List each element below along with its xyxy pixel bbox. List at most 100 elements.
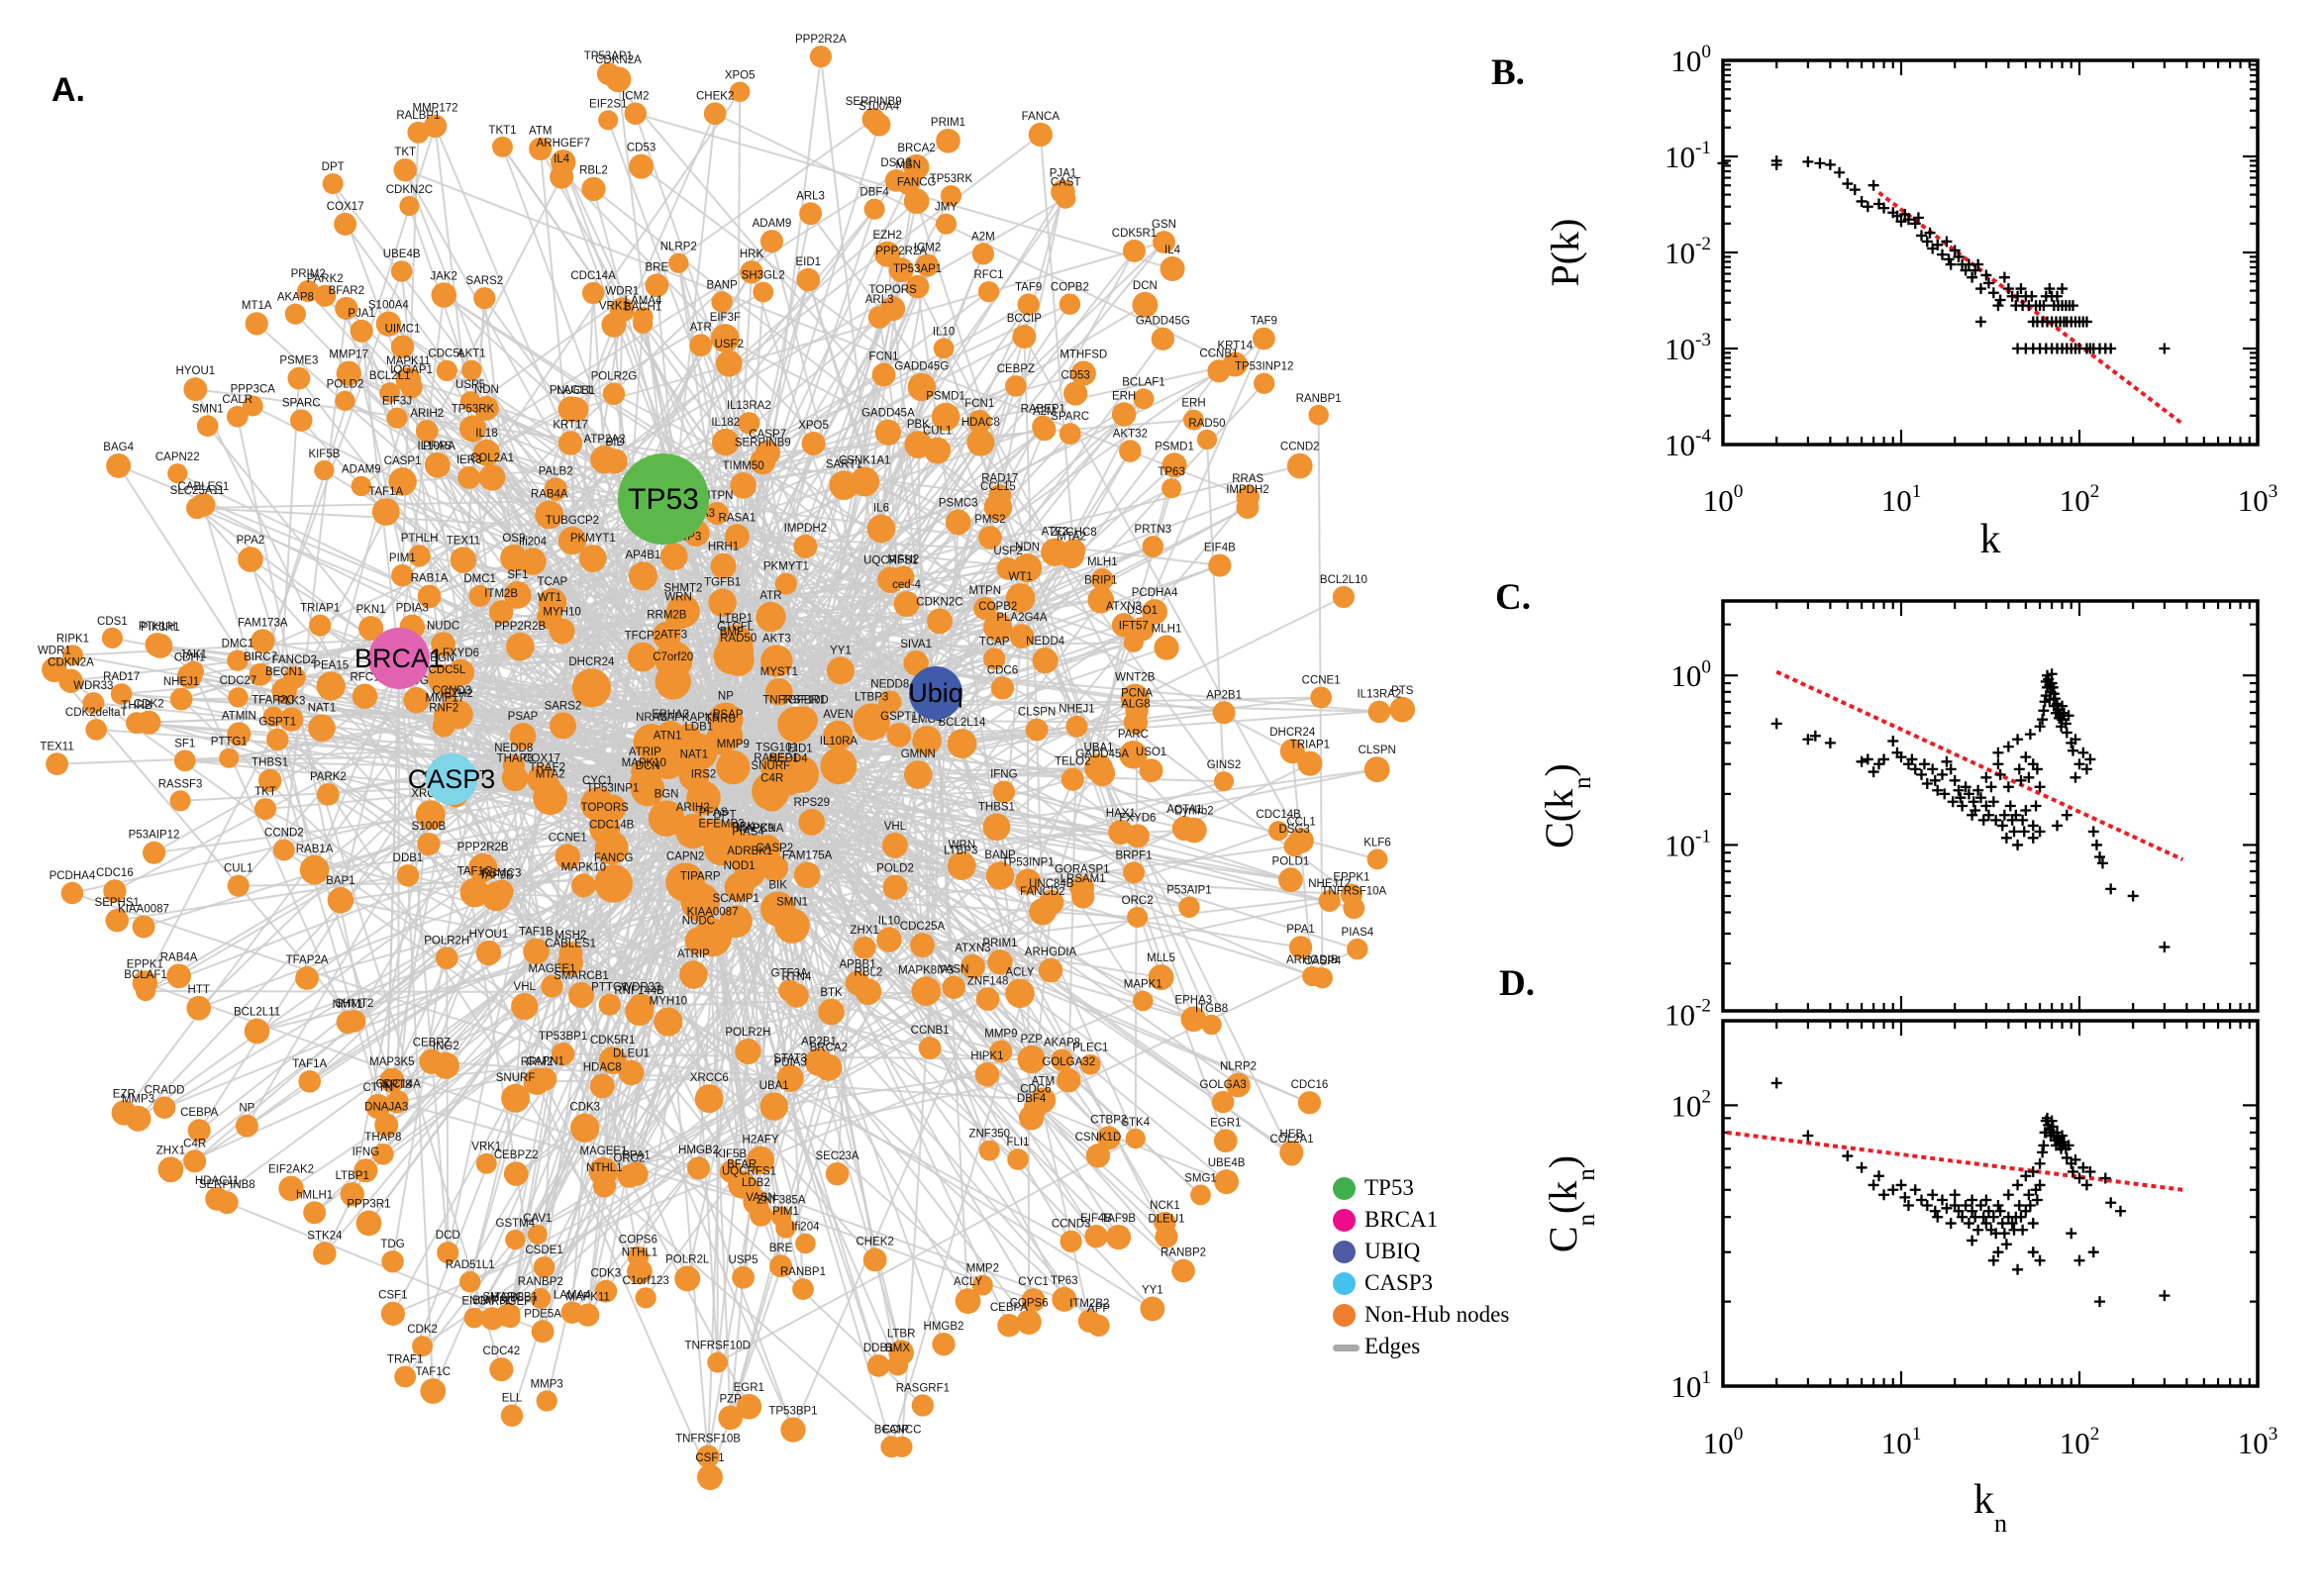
- network-node: [1310, 686, 1333, 709]
- network-node-label: BMX: [885, 1343, 910, 1354]
- network-node-label: DDB1: [393, 852, 424, 864]
- data-point: [1949, 774, 1961, 786]
- network-node-label: SIVA1: [900, 639, 932, 650]
- network-node: [912, 725, 942, 755]
- network-node: [1151, 327, 1175, 350]
- network-node-label: SHMT2: [335, 998, 373, 1010]
- network-node-label: PRTN3: [1135, 524, 1172, 536]
- data-point: [2034, 721, 2046, 733]
- data-point: [1906, 753, 1918, 765]
- network-node-label: PSAP: [508, 711, 539, 723]
- data-point: [2084, 753, 2096, 765]
- data-point: [1974, 792, 1986, 804]
- network-edge: [432, 286, 919, 1392]
- network-node-label: TNFRSF10D: [684, 1341, 750, 1352]
- network-node: [1038, 957, 1063, 983]
- network-node-label: IL4: [554, 153, 570, 165]
- data-point: [2094, 851, 2106, 863]
- network-node-label: ATRIP: [677, 948, 710, 960]
- network-node-label: EIF3F: [710, 312, 741, 324]
- network-node-label: EGR1: [734, 1382, 764, 1394]
- data-point: [1862, 753, 1873, 765]
- network-node: [778, 1068, 802, 1092]
- data-point: [1967, 271, 1978, 283]
- network-node: [955, 1288, 981, 1314]
- network-node: [985, 861, 1015, 890]
- network-node-label: FCN1: [869, 351, 899, 363]
- network-node-label: WRN: [664, 591, 691, 603]
- data-point: [2094, 1296, 2106, 1308]
- network-node-label: CABLES1: [178, 481, 230, 493]
- network-node: [1127, 906, 1149, 928]
- network-node-label: MTPN: [701, 490, 734, 502]
- network-panel: MMP9THRBLDB1PSAPNAT1IRS2NPMAPKAPK5TSG101…: [38, 34, 1416, 1490]
- network-node-label: ICM2: [622, 90, 649, 102]
- network-node-label: MTPN: [968, 585, 1001, 597]
- network-node: [390, 260, 413, 282]
- network-node-label: S100B: [412, 821, 447, 833]
- network-node-label: UNC84B: [1029, 878, 1074, 890]
- network-node-label: BIK: [768, 879, 787, 891]
- network-node-label: UQCRFS1: [722, 1166, 776, 1178]
- network-edge: [501, 146, 891, 703]
- data-point: [1891, 210, 1903, 222]
- network-node-label: XRCC6: [690, 1072, 729, 1084]
- data-point: [1996, 1218, 2008, 1230]
- network-node: [1162, 478, 1182, 499]
- network-edge: [773, 692, 937, 869]
- network-node: [1015, 868, 1042, 895]
- network-node: [686, 780, 721, 816]
- data-point: [1862, 201, 1873, 213]
- x-tick-label: 103: [2238, 481, 2278, 518]
- y-tick-label: 10-3: [1665, 330, 1711, 366]
- network-node-label: Ifi204: [791, 1222, 820, 1234]
- network-node-label: TAF9B: [1101, 1213, 1136, 1225]
- data-point: [1932, 1211, 1944, 1223]
- network-node-label: RAD50: [1188, 418, 1225, 430]
- network-node-label: AKAP8: [1044, 1037, 1080, 1048]
- edge-swatch-icon: [1333, 1344, 1360, 1351]
- network-node: [314, 284, 337, 307]
- data-point: [1868, 1179, 1879, 1191]
- network-edge: [396, 1101, 757, 1204]
- network-edge: [469, 998, 989, 1283]
- network-node-label: COX17: [327, 201, 364, 213]
- network-node: [674, 1265, 701, 1292]
- network-node-label: FCN1: [964, 398, 994, 410]
- network-node: [627, 1258, 653, 1285]
- network-node: [594, 864, 633, 903]
- network-node: [322, 172, 344, 195]
- network-node-label: TCAP: [979, 636, 1010, 648]
- network-node-label: BNIP3L: [472, 1295, 512, 1307]
- network-node: [1032, 648, 1059, 674]
- network-node: [973, 596, 997, 621]
- data-point: [2049, 693, 2061, 705]
- network-node-label: DBF4: [1017, 1093, 1047, 1105]
- data-point: [1909, 1184, 1921, 1196]
- network-node-label: ACTA1: [1166, 804, 1202, 816]
- network-node-label: CUL1: [224, 863, 252, 875]
- data-point: [2080, 316, 2092, 328]
- network-node: [609, 297, 635, 323]
- network-node: [947, 851, 976, 880]
- network-node: [415, 420, 439, 443]
- data-point: [2159, 941, 2171, 952]
- network-node: [501, 1083, 531, 1113]
- network-node-label: TRAF1: [387, 1354, 423, 1366]
- network-node: [1364, 756, 1390, 783]
- network-node: [523, 1067, 551, 1095]
- network-node: [825, 1161, 850, 1186]
- data-point: [1963, 258, 1974, 270]
- network-node-label: CDK2: [134, 699, 164, 711]
- data-point: [2087, 1247, 2099, 1258]
- network-node-label: IFNG: [990, 769, 1018, 781]
- network-node: [395, 366, 422, 393]
- network-edge: [714, 112, 1236, 365]
- network-node: [780, 754, 820, 794]
- network-edge: [890, 487, 1173, 1447]
- data-point: [2004, 800, 2016, 812]
- network-node-label: TNFRSF10D: [762, 695, 828, 707]
- network-node-label: CDK3: [569, 1102, 600, 1114]
- data-point: [1936, 249, 1948, 260]
- network-node: [571, 668, 612, 708]
